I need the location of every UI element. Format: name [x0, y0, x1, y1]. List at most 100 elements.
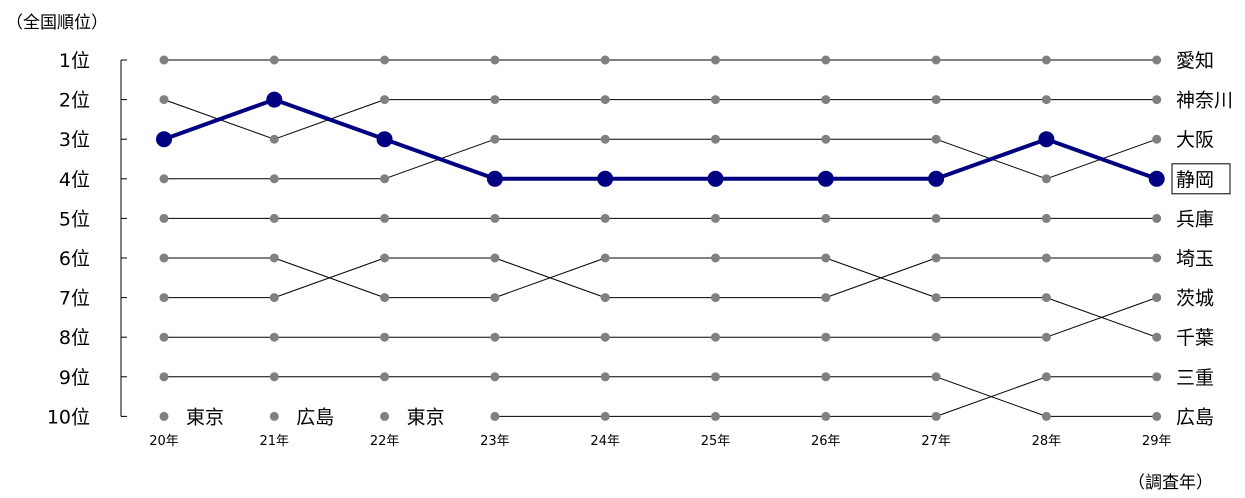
marker [380, 213, 390, 223]
rank-label: 10位 [47, 406, 90, 428]
series-name-label: 静岡 [1176, 169, 1214, 191]
marker [821, 372, 831, 382]
y-axis [120, 59, 127, 417]
rank10-marker [269, 411, 279, 421]
marker [1041, 372, 1051, 382]
marker [159, 293, 169, 303]
marker [269, 55, 279, 65]
marker [490, 55, 500, 65]
marker [380, 332, 390, 342]
marker [159, 213, 169, 223]
marker [1041, 253, 1051, 263]
marker [1152, 95, 1162, 105]
marker [1152, 293, 1162, 303]
marker [159, 372, 169, 382]
marker [1041, 332, 1051, 342]
series-line-highlight [163, 97, 1158, 181]
marker [269, 372, 279, 382]
marker [269, 134, 279, 144]
marker [931, 293, 941, 303]
marker [711, 213, 720, 223]
marker [380, 95, 390, 105]
marker [1152, 55, 1162, 65]
marker [600, 95, 610, 105]
marker [711, 134, 720, 144]
rank-label: 2位 [59, 90, 90, 112]
x-tick-labels: 20年 21年 22年 23年 24年 25年 26年 27年 28年 29年 [149, 434, 1171, 449]
series-name-label: 茨城 [1176, 288, 1214, 310]
marker [159, 95, 169, 105]
highlight-label-box [1171, 163, 1231, 195]
marker [711, 55, 720, 65]
x-tick-label: 28年 [1032, 434, 1062, 449]
marker [931, 134, 941, 144]
marker-highlight [376, 131, 393, 148]
y-axis-title: （全国順位） [6, 13, 108, 33]
rank-label: 5位 [59, 208, 90, 230]
x-tick-label: 21年 [260, 434, 290, 449]
marker [380, 253, 390, 263]
marker [269, 332, 279, 342]
series-markers [159, 55, 1162, 421]
highlight-markers [156, 91, 1165, 187]
series-line [494, 376, 1157, 417]
x-tick-label: 27年 [921, 434, 951, 449]
rank-label: 1位 [59, 50, 90, 72]
marker [490, 332, 500, 342]
series-name-label: 愛知 [1176, 50, 1214, 72]
rank10-labels: 東京 広島 東京 [159, 406, 445, 428]
rank-label: 6位 [59, 248, 90, 270]
marker [159, 253, 169, 263]
marker [931, 332, 941, 342]
rank10-label: 広島 [296, 406, 334, 428]
marker [711, 332, 720, 342]
rank-label: 8位 [59, 327, 90, 349]
marker [711, 372, 720, 382]
marker [821, 95, 831, 105]
marker [269, 213, 279, 223]
marker [821, 213, 831, 223]
marker-highlight [1148, 170, 1165, 187]
marker [821, 332, 831, 342]
rank-label: 4位 [59, 169, 90, 191]
marker-highlight [707, 170, 724, 187]
series-name-label: 広島 [1176, 406, 1214, 428]
marker [490, 134, 500, 144]
marker [1152, 213, 1162, 223]
marker [931, 95, 941, 105]
marker [821, 55, 831, 65]
marker-highlight [486, 170, 503, 187]
series-name-label: 千葉 [1176, 327, 1214, 349]
x-axis-title: （調査年） [1128, 473, 1213, 493]
marker [490, 253, 500, 263]
marker [490, 293, 500, 303]
series-line [164, 257, 1157, 299]
rank-labels: 1位 2位 3位 4位 5位 6位 7位 8位 9位 10位 [47, 50, 90, 428]
series-name-label: 兵庫 [1176, 208, 1214, 230]
marker [931, 372, 941, 382]
rank10-label: 東京 [407, 406, 445, 428]
marker-highlight [1038, 131, 1055, 148]
marker [711, 95, 720, 105]
marker [931, 411, 941, 421]
marker [600, 253, 610, 263]
marker [931, 253, 941, 263]
marker-highlight [817, 170, 834, 187]
marker [490, 213, 500, 223]
rank-label: 9位 [59, 367, 90, 389]
marker [1152, 332, 1162, 342]
series-line [164, 376, 1157, 417]
rank10-marker [159, 411, 169, 421]
marker [711, 293, 720, 303]
marker [1041, 95, 1051, 105]
series-name-label: 大阪 [1176, 129, 1214, 151]
x-tick-label: 26年 [811, 434, 841, 449]
series-line [164, 257, 1157, 338]
marker [600, 55, 610, 65]
marker [600, 372, 610, 382]
series-name-label: 神奈川 [1176, 90, 1233, 112]
marker [490, 95, 500, 105]
marker-highlight [928, 170, 945, 187]
marker [1041, 55, 1051, 65]
